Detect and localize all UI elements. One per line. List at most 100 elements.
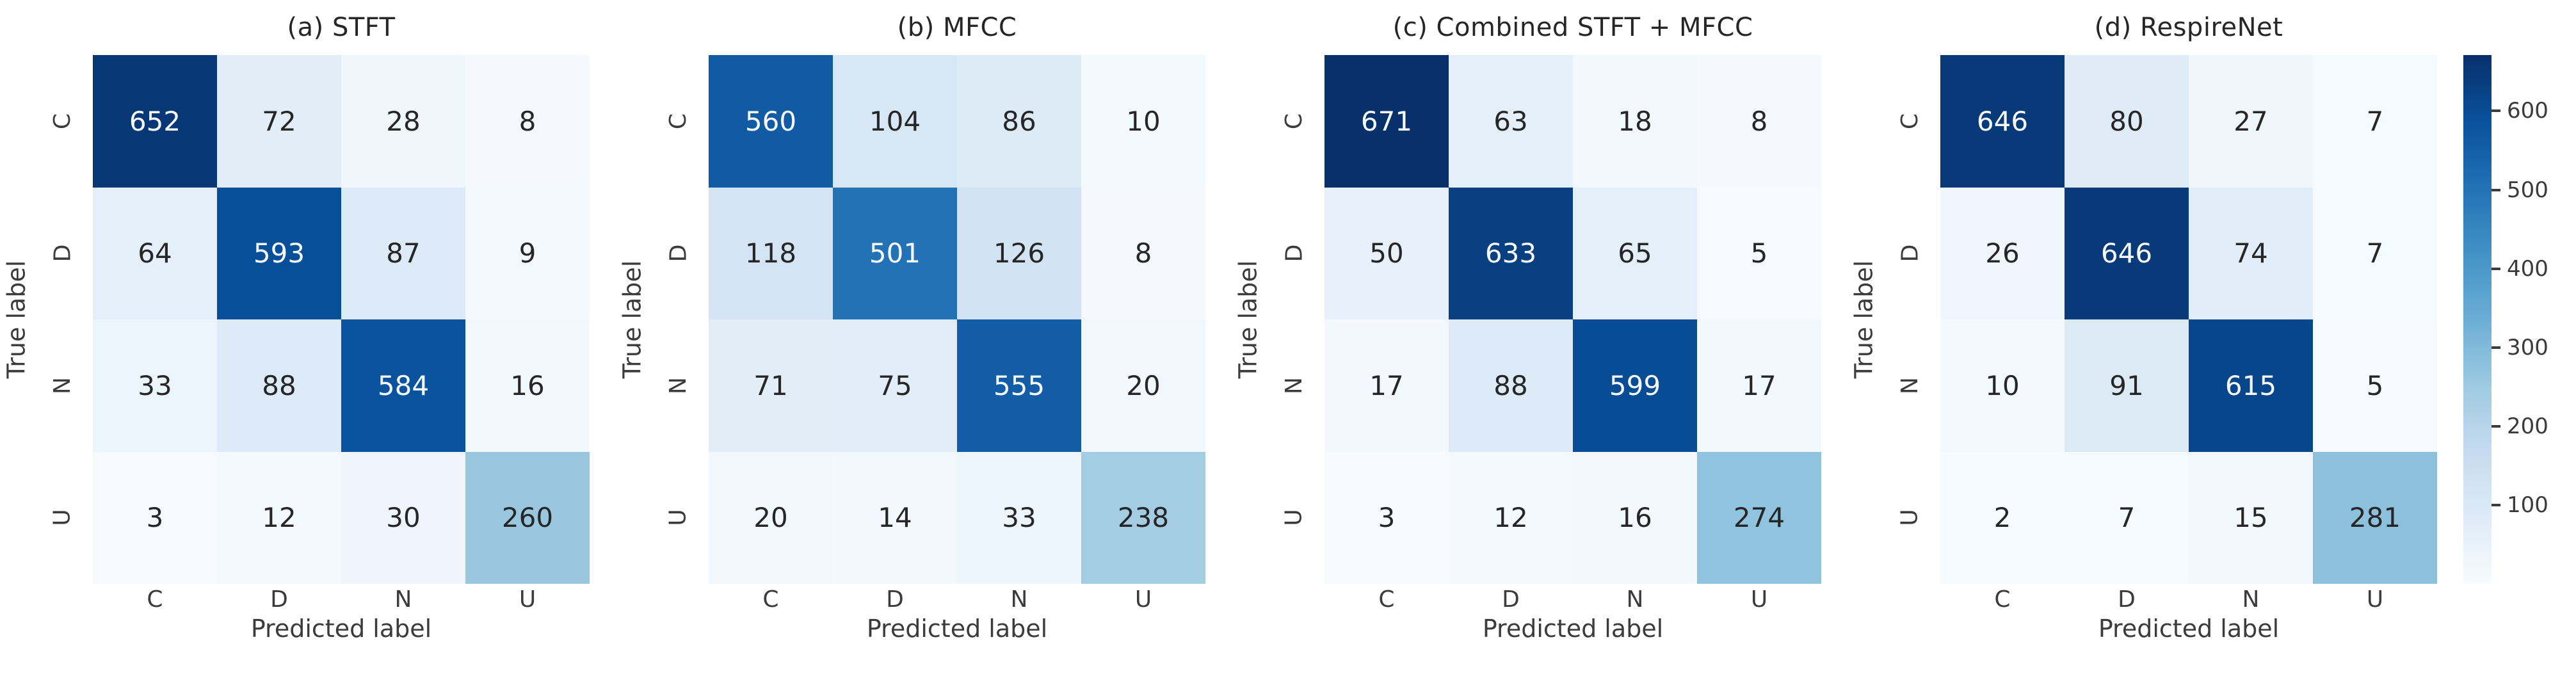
x-tick: U [1134,586,1152,613]
y-tick-text: D [1896,244,1923,262]
x-tick-labels: C D N U [1940,584,2437,615]
y-tick-text: N [665,376,691,394]
x-axis-label: Predicted label [1482,615,1664,643]
heatmap-cell: 633 [1449,187,1573,319]
y-axis-label-text: True label [1234,260,1262,379]
x-tick: D [886,586,904,613]
panel-title: (a) STFT [287,13,396,42]
x-tick-labels: C D N U [1324,584,1821,615]
y-tick-text: D [1280,244,1307,262]
heatmap-cell: 12 [217,451,341,584]
x-tick: N [1010,586,1028,613]
heatmap-cell: 8 [465,55,590,188]
heatmap-cell: 281 [2313,451,2437,584]
heatmap-cell: 87 [341,187,465,319]
y-tick: U [1880,452,1940,584]
x-tick: C [762,586,779,613]
y-tick: D [1264,188,1324,320]
x-tick: N [1626,586,1644,613]
panel-title: (c) Combined STFT + MFCC [1392,13,1753,42]
heatmap-cell: 9 [465,187,590,319]
colorbar-tick-mark [2491,346,2500,349]
heatmap-cell: 71 [709,319,833,452]
y-tick-text: C [1280,113,1307,129]
y-tick: C [648,55,709,188]
heatmap-cell: 8 [1081,187,1205,319]
heatmap-cell: 260 [465,451,590,584]
x-tick-labels: C D N U [93,584,590,615]
panel-title: (d) RespireNet [2094,13,2283,42]
x-tick: N [2242,586,2260,613]
heatmap-cell: 8 [1697,55,1821,188]
heatmap-cell: 555 [957,319,1081,452]
heatmap-cell: 7 [2313,187,2437,319]
heatmap-grid: 646 80 27 7 26 646 74 7 10 91 615 5 2 7 15 281 [1940,55,2437,584]
colorbar-tick-mark [2491,267,2500,270]
heatmap-cell: 501 [833,187,957,319]
heatmap-cell: 86 [957,55,1081,188]
colorbar-tick-mark [2491,503,2500,506]
heatmap-cell: 7 [2065,451,2189,584]
heatmap-cell: 74 [2189,187,2313,319]
x-tick: C [1378,586,1395,613]
y-tick-text: U [664,509,691,526]
heatmap-cell: 20 [709,451,833,584]
y-tick-labels: C D N U [32,55,93,584]
heatmap-cell: 3 [1324,451,1449,584]
y-tick-labels: C D N U [1880,55,1940,584]
x-tick: U [2366,586,2384,613]
y-tick-labels: C D N U [648,55,709,584]
heatmap-cell: 16 [1573,451,1697,584]
x-axis-label: Predicted label [2098,615,2280,643]
x-axis-label: Predicted label [866,615,1048,643]
heatmap-cell: 28 [341,55,465,188]
colorbar-column: 100 200 300 400 500 600 [2463,0,2576,692]
heatmap-grid: 671 63 18 8 50 633 65 5 17 88 599 17 3 12 16 274 [1324,55,1821,584]
heatmap-cell: 30 [341,451,465,584]
heatmap-cell: 5 [2313,319,2437,452]
heatmap-cell: 12 [1449,451,1573,584]
heatmap-cell: 72 [217,55,341,188]
heatmap-cell: 63 [1449,55,1573,188]
heatmap-cell: 27 [2189,55,2313,188]
y-tick: D [32,188,93,320]
heatmap-cell: 75 [833,319,957,452]
y-tick-text: D [49,244,76,262]
heatmap-cell: 2 [1940,451,2065,584]
x-tick-labels: C D N U [709,584,1205,615]
y-tick: N [1880,319,1940,452]
heatmap-cell: 17 [1324,319,1449,452]
heatmap-cell: 65 [1573,187,1697,319]
y-tick-text: D [664,244,691,262]
y-axis-label: True label [1232,55,1264,584]
y-tick: N [1264,319,1324,452]
y-tick: D [1880,188,1940,320]
heatmap-cell: 10 [1081,55,1205,188]
x-tick: C [147,586,163,613]
panel-mfcc: (b) MFCC True label C D N U 560 104 86 10 11… [616,0,1232,692]
heatmap-cell: 104 [833,55,957,188]
heatmap-cell: 593 [217,187,341,319]
y-tick-text: C [1896,113,1923,129]
y-tick-text: U [1280,509,1307,526]
heatmap-cell: 646 [2065,187,2189,319]
y-tick-text: N [1281,376,1307,394]
heatmap-cell: 17 [1697,319,1821,452]
y-axis-label: True label [0,55,32,584]
heatmap-cell: 274 [1697,451,1821,584]
y-tick: D [648,188,709,320]
y-axis-label-text: True label [618,260,647,379]
y-tick: C [1264,55,1324,188]
heatmap-cell: 26 [1940,187,2065,319]
heatmap-cell: 80 [2065,55,2189,188]
y-axis-label-text: True label [1849,260,1878,379]
y-tick: N [648,319,709,452]
heatmap-cell: 16 [465,319,590,452]
y-tick: C [32,55,93,188]
heatmap-cell: 671 [1324,55,1449,188]
y-tick-text: U [49,509,76,526]
y-tick: U [1264,452,1324,584]
x-tick: D [1502,586,1520,613]
colorbar-tick-mark [2491,188,2500,191]
